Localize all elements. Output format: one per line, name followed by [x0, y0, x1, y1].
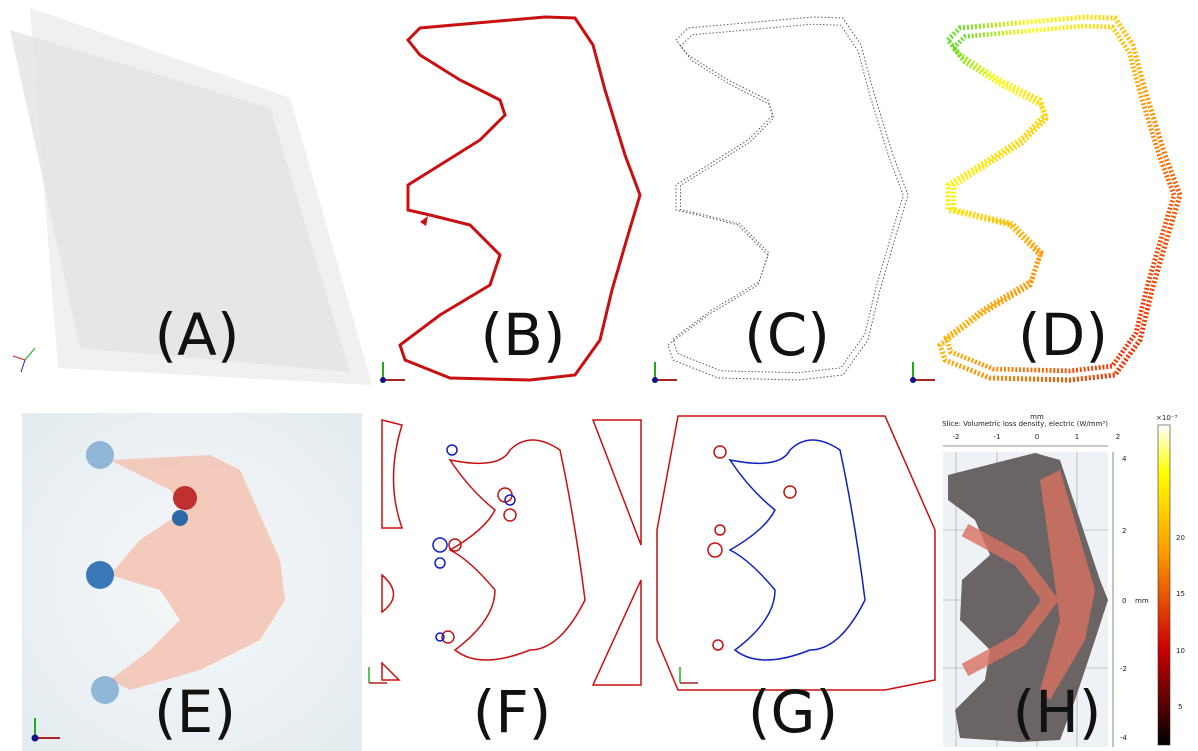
colorbar-multiplier: ×10⁻³	[1156, 414, 1177, 422]
h-y-tick: 0	[1122, 597, 1126, 605]
h-x-unit: mm	[1030, 413, 1044, 421]
h-x-tick: 2	[1116, 433, 1120, 441]
panel-label: (H)	[1013, 678, 1102, 746]
panel-a: (A)	[10, 8, 372, 385]
panel-e: (E)	[22, 413, 362, 751]
panel-label: (C)	[744, 301, 830, 369]
h-x-tick: -1	[994, 433, 1001, 441]
h-title: Slice: Volumetric loss density, electric…	[942, 420, 1108, 428]
colorbar-tick: 5	[1178, 703, 1182, 711]
h-x-tick: 1	[1075, 433, 1079, 441]
panel-b: (B)	[380, 17, 640, 383]
panel-label: (B)	[480, 301, 565, 369]
panel-label: (D)	[1018, 301, 1108, 369]
panel-label: (F)	[473, 678, 552, 746]
panel-label: (G)	[748, 678, 838, 746]
panel-label: (A)	[155, 301, 240, 369]
colorbar-tick: 20	[1176, 534, 1185, 542]
panel-label: (E)	[154, 678, 236, 746]
panel-g	[593, 416, 935, 690]
h-y-tick: 2	[1122, 527, 1126, 535]
panel-h: Slice: Volumetric loss density, electric…	[936, 413, 1198, 751]
panel-f	[369, 420, 585, 683]
h-y-tick: 4	[1122, 455, 1127, 463]
colorbar-tick: 10	[1176, 647, 1185, 655]
figure: (A) (B) (C) (D) (E) (F) (G) Slice: Volum	[0, 0, 1198, 751]
colorbar-tick: 15	[1176, 590, 1185, 598]
h-x-tick: -2	[953, 433, 960, 441]
h-y-tick: -4	[1120, 734, 1128, 742]
h-x-tick: 0	[1035, 433, 1039, 441]
h-y-unit: mm	[1135, 597, 1149, 605]
h-y-tick: -2	[1120, 665, 1127, 673]
